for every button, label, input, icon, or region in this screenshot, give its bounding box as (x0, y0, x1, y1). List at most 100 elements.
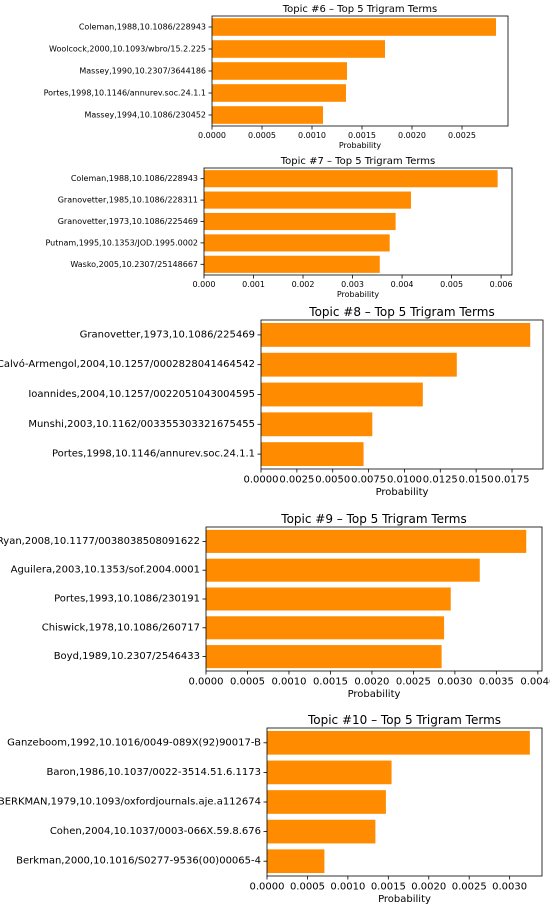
y-tick-label: Massey,1994,10.1086/230452 (84, 111, 206, 120)
chart-title: Topic #9 – Top 5 Trigram Terms (280, 512, 466, 526)
y-tick-label: Chiswick,1978,10.1086/260717 (42, 622, 200, 633)
bar (261, 442, 364, 467)
x-tick-label: 0.0010 (298, 131, 326, 140)
y-tick-label: Portes,1998,10.1146/annurev.soc.24.1.1 (44, 89, 206, 98)
chart-title: Topic #7 – Top 5 Trigram Terms (280, 156, 436, 167)
bar (212, 84, 346, 102)
bar (212, 62, 347, 80)
chart-panel-2: Topic #8 – Top 5 Trigram Terms Granovette… (0, 305, 544, 498)
x-tick-label: 0.0125 (423, 475, 458, 486)
bar (206, 587, 451, 611)
axes-frame (266, 727, 543, 877)
x-tick-label: 0.002 (292, 280, 315, 289)
y-tick-label: Woolcock,2000,10.1093/wbro/15.2.225 (49, 45, 206, 54)
bar (212, 106, 323, 124)
bar (267, 849, 325, 874)
x-tick-label: 0.0000 (198, 131, 226, 140)
y-tick-label: Berkman,2000,10.1016/S0277-9536(00)00065… (16, 856, 261, 867)
bar (261, 412, 373, 437)
bar (212, 18, 496, 36)
x-tick-label: 0.0010 (271, 677, 306, 688)
y-tick-label: Munshi,2003,10.1162/003355303321675455 (28, 419, 255, 430)
y-tick-label: Baron,1986,10.1037/0022-3514.51.6.1173 (47, 767, 261, 778)
x-tick-label: 0.004 (391, 280, 414, 289)
x-tick-label: 0.0005 (248, 131, 276, 140)
chart-panel-4: Topic #10 – Top 5 Trigram Terms Ganzeboom… (0, 713, 543, 905)
bar (261, 322, 531, 347)
y-tick-label: Massey,1990,10.2307/3644186 (79, 67, 206, 76)
x-tick-label: 0.0020 (411, 882, 446, 893)
axes-frame (211, 15, 509, 127)
x-tick-label: 0.000 (193, 280, 216, 289)
x-tick-label: 0.006 (490, 280, 513, 289)
x-tick-label: 0.0025 (448, 131, 476, 140)
chart-panel-0: Topic #6 – Top 5 Trigram Terms Coleman,19… (44, 4, 509, 150)
bar (206, 645, 442, 669)
y-tick-label: Putnam,1995,10.1353/JOD.1995.0002 (46, 238, 199, 247)
x-tick-label: 0.0005 (230, 677, 265, 688)
y-tick-label: Portes,1993,10.1086/230191 (54, 594, 200, 605)
chart-panel-3: Topic #9 – Top 5 Trigram Terms Ryan,2008,… (0, 512, 550, 700)
x-tick-label: 0.0175 (495, 475, 530, 486)
y-tick-label: Ioannides,2004,10.1257/0022051043004595 (28, 389, 255, 400)
bar (261, 352, 457, 377)
y-tick-label: Coleman,1988,10.1086/228943 (79, 23, 206, 32)
x-axis-label: Probability (348, 689, 401, 700)
bar (204, 191, 411, 209)
bar (204, 212, 396, 231)
x-tick-label: 0.0000 (244, 475, 279, 486)
y-tick-label: Granovetter,1985,10.1086/228311 (58, 196, 198, 205)
chart-title: Topic #6 – Top 5 Trigram Terms (282, 4, 438, 15)
y-tick-label: Granovetter,1973,10.1086/225469 (80, 329, 255, 340)
x-tick-label: 0.003 (341, 280, 364, 289)
x-tick-label: 0.001 (242, 280, 265, 289)
x-tick-label: 0.0030 (437, 677, 472, 688)
x-axis-label: Probability (337, 290, 380, 299)
bar (267, 790, 386, 814)
x-tick-label: 0.0010 (330, 882, 365, 893)
x-axis-label: Probability (376, 487, 429, 498)
x-tick-label: 0.0150 (459, 475, 494, 486)
x-axis-label: Probability (339, 141, 382, 150)
bar (267, 730, 530, 755)
x-tick-label: 0.0030 (492, 882, 527, 893)
y-tick-label: Calvó-Armengol,2004,10.1257/000282804146… (0, 358, 255, 370)
y-tick-label: Boyd,1989,10.2307/2546433 (54, 651, 200, 662)
y-tick-label: Ryan,2008,10.1177/0038038508091622 (0, 536, 200, 547)
axes-frame (260, 319, 544, 470)
bar (206, 616, 445, 640)
y-tick-label: Aguilera,2003,10.1353/sof.2004.0001 (11, 565, 200, 576)
x-tick-label: 0.0000 (250, 882, 285, 893)
x-tick-label: 0.0025 (279, 475, 314, 486)
axes-frame (205, 526, 543, 672)
y-tick-label: Cohen,2004,10.1037/0003-066X.59.8.676 (50, 826, 261, 837)
x-tick-label: 0.0015 (313, 677, 348, 688)
x-tick-label: 0.0100 (387, 475, 422, 486)
bar (204, 170, 498, 188)
x-tick-label: 0.005 (440, 280, 463, 289)
chart-title: Topic #10 – Top 5 Trigram Terms (307, 713, 501, 727)
y-tick-label: Wasko,2005,10.2307/25148667 (70, 260, 198, 269)
y-tick-label: Ganzeboom,1992,10.1016/0049-089X(92)9001… (7, 737, 261, 748)
x-tick-label: 0.0015 (348, 131, 376, 140)
x-tick-label: 0.0035 (479, 677, 514, 688)
chart-title: Topic #8 – Top 5 Trigram Terms (308, 305, 494, 319)
y-tick-label: Coleman,1988,10.1086/228943 (71, 174, 198, 183)
bar (267, 760, 392, 785)
bar (204, 255, 380, 273)
axes-frame (203, 167, 513, 276)
x-tick-label: 0.0015 (371, 882, 406, 893)
x-tick-label: 0.0050 (315, 475, 350, 486)
x-axis-label: Probability (378, 894, 431, 905)
x-tick-label: 0.0020 (354, 677, 389, 688)
bar (204, 234, 390, 252)
x-tick-label: 0.0025 (396, 677, 431, 688)
y-tick-label: Portes,1998,10.1146/annurev.soc.24.1.1 (52, 449, 255, 460)
x-tick-label: 0.0020 (398, 131, 426, 140)
bar (212, 40, 385, 58)
bar (267, 819, 376, 844)
y-tick-label: BERKMAN,1979,10.1093/oxfordjournals.aje.… (0, 797, 261, 808)
